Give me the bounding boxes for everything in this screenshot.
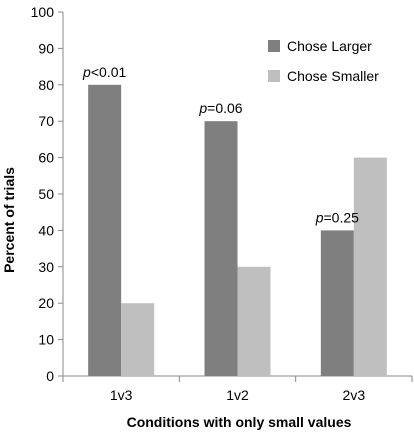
legend-label-chose-smaller: Chose Smaller <box>287 68 379 84</box>
significance-label: p=0.25 <box>315 209 359 225</box>
x-tick-label: 1v2 <box>226 387 249 403</box>
annotations: p<0.01 p=0.06 p=0.25 <box>82 64 359 226</box>
y-tick-label: 50 <box>38 186 54 202</box>
y-tick-label: 80 <box>38 77 54 93</box>
y-axis-title: Percent of trials <box>1 167 17 273</box>
bar-chose-larger-1v2 <box>204 121 238 376</box>
y-tick-label: 70 <box>38 113 54 129</box>
legend-label-chose-larger: Chose Larger <box>287 38 372 54</box>
y-tick-label: 10 <box>38 332 54 348</box>
y-tick-label: 30 <box>38 259 54 275</box>
bar-chose-smaller-2v3 <box>353 157 387 376</box>
y-tick-label: 20 <box>38 295 54 311</box>
bar-chose-smaller-1v3 <box>121 303 155 376</box>
x-axis-title: Conditions with only small values <box>127 414 352 430</box>
legend-swatch-chose-smaller <box>268 70 280 82</box>
y-tick-label: 0 <box>46 368 54 384</box>
bar-chose-smaller-1v2 <box>237 266 271 376</box>
legend-swatch-chose-larger <box>268 40 280 52</box>
significance-label: p<0.01 <box>82 64 126 80</box>
significance-label: p=0.06 <box>198 100 242 116</box>
y-tick-label: 100 <box>31 4 55 20</box>
bar-chose-larger-1v3 <box>88 84 122 377</box>
y-tick-label: 60 <box>38 150 54 166</box>
y-tick-label: 40 <box>38 222 54 238</box>
bar-chose-larger-2v3 <box>320 230 354 376</box>
plot-area <box>62 12 412 377</box>
legend: Chose Larger Chose Smaller <box>268 38 379 84</box>
x-tick-label: 2v3 <box>343 387 366 403</box>
x-axis-ticks: 1v3 1v2 2v3 <box>62 376 413 403</box>
y-tick-label: 90 <box>38 40 54 56</box>
x-tick-label: 1v3 <box>110 387 133 403</box>
y-axis-ticks: 0 10 20 30 40 50 60 70 80 90 100 <box>31 4 63 384</box>
